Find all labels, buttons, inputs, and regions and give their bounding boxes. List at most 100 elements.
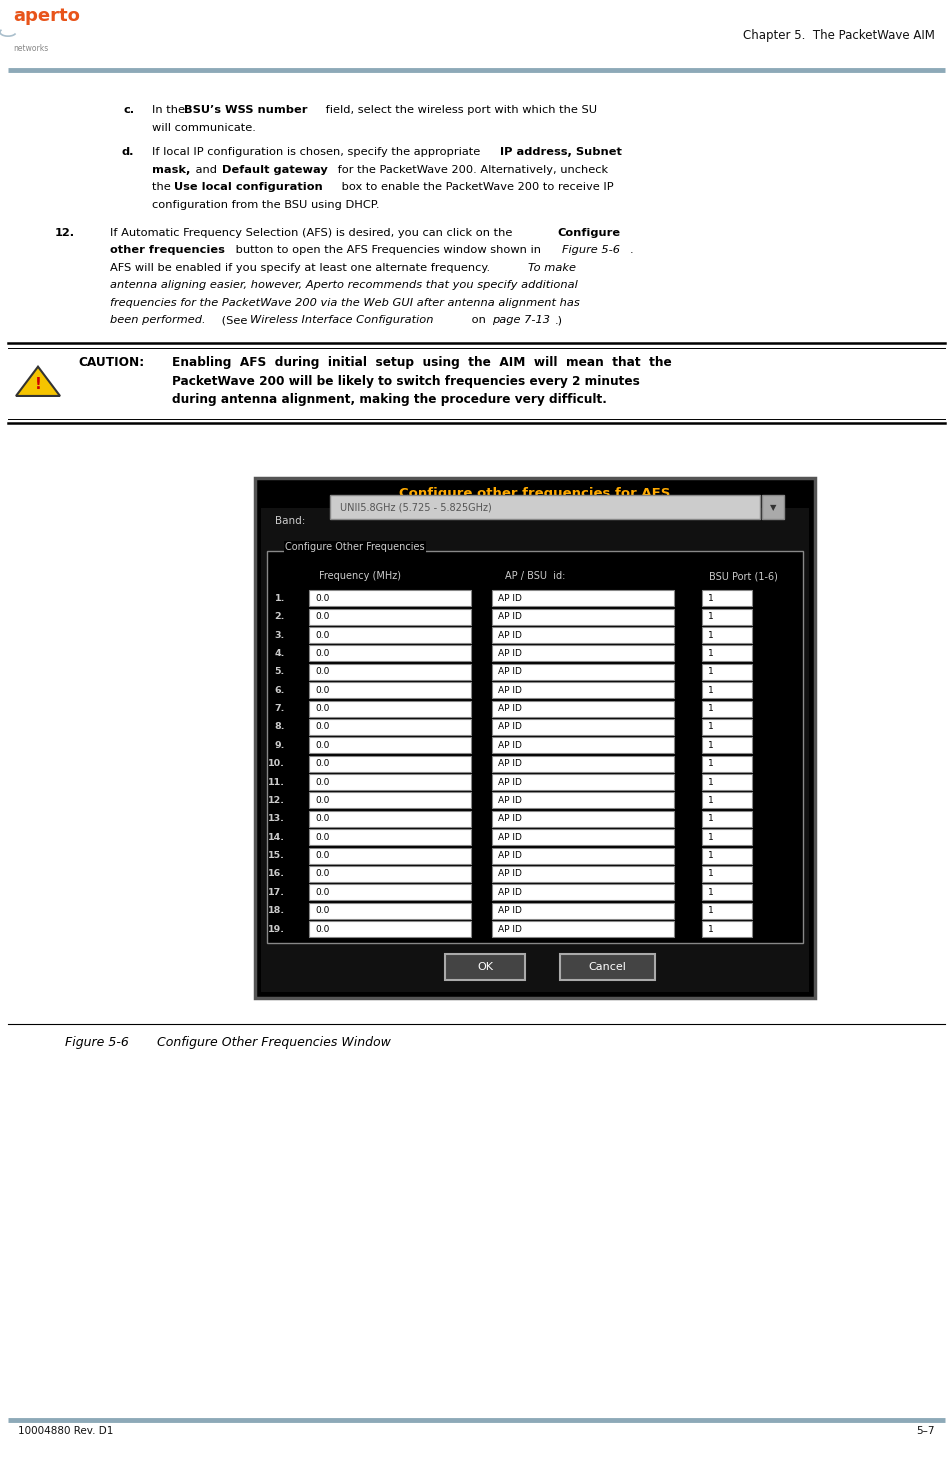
Text: 5.: 5.	[274, 668, 285, 676]
Text: OK: OK	[477, 963, 492, 972]
Text: UNII5.8GHz (5.725 - 5.825GHz): UNII5.8GHz (5.725 - 5.825GHz)	[340, 503, 491, 513]
Text: 1: 1	[707, 704, 713, 713]
Text: aperto: aperto	[13, 7, 80, 25]
FancyBboxPatch shape	[445, 954, 525, 980]
Text: Configure other frequencies for AFS: Configure other frequencies for AFS	[399, 487, 670, 500]
Text: 12.: 12.	[268, 796, 285, 805]
Text: 1: 1	[707, 888, 713, 897]
FancyBboxPatch shape	[702, 663, 751, 679]
Text: 0.0: 0.0	[315, 888, 329, 897]
Text: AP ID: AP ID	[498, 852, 522, 861]
FancyBboxPatch shape	[702, 903, 751, 919]
FancyBboxPatch shape	[491, 847, 673, 863]
Text: PacketWave 200 will be likely to switch frequencies every 2 minutes: PacketWave 200 will be likely to switch …	[171, 374, 639, 387]
Text: AP ID: AP ID	[498, 888, 522, 897]
Text: Enabling  AFS  during  initial  setup  using  the  AIM  will  mean  that  the: Enabling AFS during initial setup using …	[171, 356, 671, 370]
Text: 1: 1	[707, 741, 713, 749]
FancyBboxPatch shape	[702, 774, 751, 790]
FancyBboxPatch shape	[491, 663, 673, 679]
Text: 0.0: 0.0	[315, 722, 329, 732]
FancyBboxPatch shape	[702, 866, 751, 882]
Text: If Automatic Frequency Selection (AFS) is desired, you can click on the: If Automatic Frequency Selection (AFS) i…	[109, 228, 515, 238]
Text: AP ID: AP ID	[498, 869, 522, 878]
FancyBboxPatch shape	[702, 755, 751, 771]
FancyBboxPatch shape	[308, 719, 470, 735]
Text: 12.: 12.	[55, 228, 75, 238]
Text: AP ID: AP ID	[498, 925, 522, 934]
Text: 0.0: 0.0	[315, 869, 329, 878]
Text: other frequencies: other frequencies	[109, 245, 225, 256]
Text: AP ID: AP ID	[498, 704, 522, 713]
Text: 0.0: 0.0	[315, 777, 329, 786]
Text: BSU’s WSS number: BSU’s WSS number	[184, 105, 307, 115]
Text: 1: 1	[707, 852, 713, 861]
Text: 1: 1	[707, 814, 713, 824]
FancyBboxPatch shape	[308, 774, 470, 790]
Text: 0.0: 0.0	[315, 685, 329, 695]
Text: 16.: 16.	[268, 869, 285, 878]
Text: !: !	[34, 377, 41, 392]
Text: page 7-13: page 7-13	[491, 316, 549, 326]
FancyBboxPatch shape	[491, 903, 673, 919]
Text: .: .	[629, 245, 633, 256]
Text: AP ID: AP ID	[498, 833, 522, 842]
Text: AFS will be enabled if you specify at least one alternate frequency.: AFS will be enabled if you specify at le…	[109, 263, 493, 273]
Text: 10004880 Rev. D1: 10004880 Rev. D1	[18, 1426, 113, 1436]
Text: 1: 1	[707, 796, 713, 805]
FancyBboxPatch shape	[491, 609, 673, 625]
Text: AP ID: AP ID	[498, 796, 522, 805]
Text: 1: 1	[707, 777, 713, 786]
FancyBboxPatch shape	[308, 646, 470, 662]
Text: 0.0: 0.0	[315, 668, 329, 676]
Text: 1.: 1.	[274, 593, 285, 603]
Text: been performed.: been performed.	[109, 316, 206, 326]
FancyBboxPatch shape	[491, 590, 673, 606]
FancyBboxPatch shape	[702, 719, 751, 735]
FancyBboxPatch shape	[8, 343, 944, 424]
Text: 1: 1	[707, 925, 713, 934]
FancyBboxPatch shape	[762, 495, 783, 519]
FancyBboxPatch shape	[702, 830, 751, 844]
Text: Configure Other Frequencies Window: Configure Other Frequencies Window	[137, 1036, 390, 1049]
FancyBboxPatch shape	[308, 627, 470, 643]
FancyBboxPatch shape	[308, 884, 470, 900]
FancyBboxPatch shape	[308, 755, 470, 771]
Text: AP ID: AP ID	[498, 814, 522, 824]
Text: (See: (See	[218, 316, 250, 326]
Text: 18.: 18.	[268, 906, 285, 915]
FancyBboxPatch shape	[308, 866, 470, 882]
Text: 1: 1	[707, 833, 713, 842]
Text: 7.: 7.	[274, 704, 285, 713]
Text: Use local configuration: Use local configuration	[174, 183, 323, 193]
Text: on: on	[467, 316, 489, 326]
FancyBboxPatch shape	[308, 830, 470, 844]
FancyBboxPatch shape	[308, 847, 470, 863]
FancyBboxPatch shape	[308, 903, 470, 919]
Text: during antenna alignment, making the procedure very difficult.: during antenna alignment, making the pro…	[171, 393, 606, 406]
Polygon shape	[16, 367, 60, 396]
Text: AP ID: AP ID	[498, 777, 522, 786]
Text: If local IP configuration is chosen, specify the appropriate: If local IP configuration is chosen, spe…	[151, 148, 484, 158]
Text: 0.0: 0.0	[315, 741, 329, 749]
Text: BSU Port (1-6): BSU Port (1-6)	[708, 571, 777, 581]
Text: for the PacketWave 200. Alternatively, uncheck: for the PacketWave 200. Alternatively, u…	[333, 165, 607, 175]
Text: box to enable the PacketWave 200 to receive IP: box to enable the PacketWave 200 to rece…	[338, 183, 613, 193]
FancyBboxPatch shape	[702, 627, 751, 643]
Text: 14.: 14.	[268, 833, 285, 842]
Text: 1: 1	[707, 631, 713, 640]
FancyBboxPatch shape	[702, 701, 751, 716]
FancyBboxPatch shape	[308, 792, 470, 808]
Text: 2.: 2.	[274, 612, 285, 621]
Text: Wireless Interface Configuration: Wireless Interface Configuration	[249, 316, 433, 326]
Text: Figure 5-6: Figure 5-6	[65, 1036, 129, 1049]
Text: frequencies for the PacketWave 200 via the Web GUI after antenna alignment has: frequencies for the PacketWave 200 via t…	[109, 298, 579, 308]
FancyBboxPatch shape	[308, 609, 470, 625]
Text: AP ID: AP ID	[498, 760, 522, 768]
FancyBboxPatch shape	[702, 738, 751, 754]
FancyBboxPatch shape	[702, 646, 751, 662]
Text: 1: 1	[707, 685, 713, 695]
Text: 1: 1	[707, 760, 713, 768]
FancyBboxPatch shape	[491, 920, 673, 937]
Text: 6.: 6.	[274, 685, 285, 695]
FancyBboxPatch shape	[491, 830, 673, 844]
